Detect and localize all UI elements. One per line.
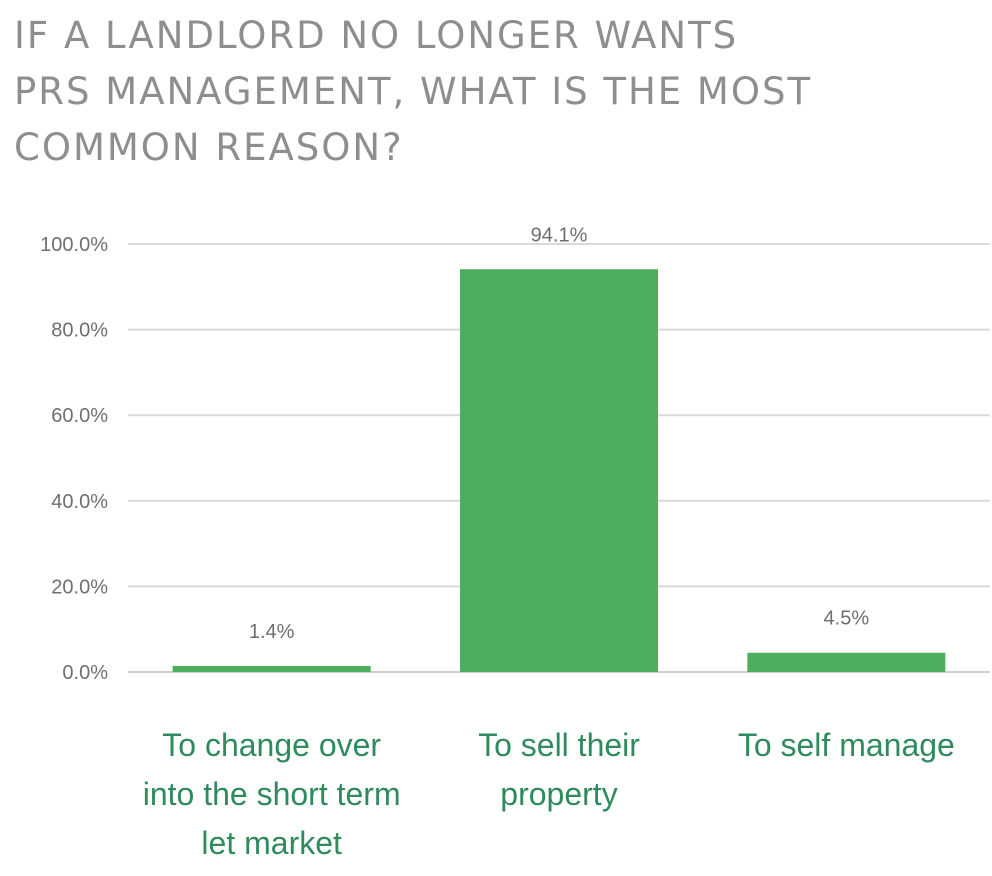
category-label-line: To change over xyxy=(162,727,381,763)
y-tick-label: 20.0% xyxy=(51,576,108,598)
data-labels: 1.4% 94.1% 4.5% xyxy=(249,224,869,643)
bar-2 xyxy=(747,652,946,672)
category-label-0: To change over into the short term let mar… xyxy=(143,727,401,861)
category-label-line: into the short term xyxy=(143,776,401,812)
category-label-2: To self manage xyxy=(738,727,955,763)
category-label-line: let market xyxy=(201,825,342,861)
category-label-line: To self manage xyxy=(738,727,955,763)
bars xyxy=(172,269,946,672)
bar-1 xyxy=(460,269,658,672)
y-tick-label: 60.0% xyxy=(51,405,108,427)
y-tick-label: 80.0% xyxy=(51,320,108,342)
x-axis-categories: To change over into the short term let mar… xyxy=(143,727,955,861)
data-label-1: 94.1% xyxy=(531,224,588,246)
data-label-0: 1.4% xyxy=(249,621,295,643)
y-tick-label: 100.0% xyxy=(40,234,108,256)
chart-title: IF A LANDLORD NO LONGER WANTS PRS MANAGE… xyxy=(14,14,813,169)
bar-0 xyxy=(172,666,371,672)
category-label-line: To sell their xyxy=(478,727,640,763)
y-tick-label: 0.0% xyxy=(62,662,108,684)
y-axis-ticks: 0.0% 20.0% 40.0% 60.0% 80.0% 100.0% xyxy=(40,234,108,684)
category-label-1: To sell their property xyxy=(478,727,640,812)
data-label-2: 4.5% xyxy=(824,608,870,630)
y-tick-label: 40.0% xyxy=(51,491,108,513)
category-label-line: property xyxy=(500,776,617,812)
